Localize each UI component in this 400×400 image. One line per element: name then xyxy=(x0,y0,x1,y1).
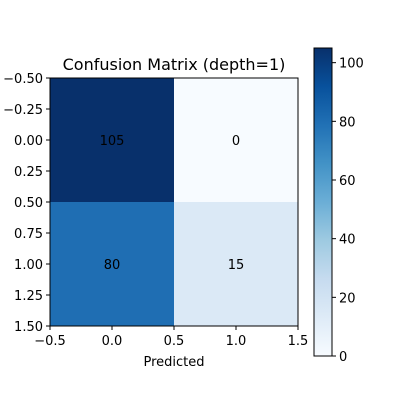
cell-value-label: 105 xyxy=(100,134,125,149)
y-tick-label: −0.25 xyxy=(3,103,43,118)
heatmap-cell xyxy=(174,78,298,202)
heatmap-cell-labels: 105 0 80 15 xyxy=(100,134,245,273)
x-axis-ticks: −0.5 0.0 0.5 1.0 1.5 xyxy=(34,326,308,349)
y-tick-label: 1.00 xyxy=(14,258,43,273)
cell-value-label: 80 xyxy=(104,258,121,273)
x-axis-label: Predicted xyxy=(143,355,204,370)
y-tick-label: 1.25 xyxy=(14,289,43,304)
x-tick-label: 1.0 xyxy=(226,334,247,349)
colorbar-tick-label: 20 xyxy=(339,291,356,306)
colorbar-tick-label: 40 xyxy=(339,233,356,248)
colorbar-tick-label: 0 xyxy=(339,350,347,365)
cell-value-label: 0 xyxy=(232,134,240,149)
y-tick-label: 0.00 xyxy=(14,134,43,149)
chart-title: Confusion Matrix (depth=1) xyxy=(63,55,286,74)
colorbar-ticks: 0 20 40 60 80 100 xyxy=(332,57,364,365)
colorbar-tick-label: 60 xyxy=(339,174,356,189)
heatmap-cells xyxy=(50,78,298,326)
x-tick-label: 1.5 xyxy=(288,334,309,349)
y-axis-ticks: −0.50 −0.25 0.00 0.25 0.50 0.75 1.00 1.25 1.50 xyxy=(3,72,50,335)
cell-value-label: 15 xyxy=(228,258,245,273)
colorbar-tick-label: 100 xyxy=(339,57,364,72)
y-tick-label: 1.50 xyxy=(14,320,43,335)
heatmap-cell xyxy=(50,202,174,326)
y-tick-label: 0.50 xyxy=(14,196,43,211)
y-tick-label: 0.25 xyxy=(14,165,43,180)
y-tick-label: −0.50 xyxy=(3,72,43,87)
colorbar-tick-label: 80 xyxy=(339,115,356,130)
x-tick-label: 0.0 xyxy=(102,334,123,349)
x-tick-label: −0.5 xyxy=(34,334,66,349)
heatmap-cell xyxy=(174,202,298,326)
y-tick-label: 0.75 xyxy=(14,227,43,242)
heatmap-cell xyxy=(50,78,174,202)
colorbar xyxy=(313,47,333,357)
x-tick-label: 0.5 xyxy=(164,334,185,349)
